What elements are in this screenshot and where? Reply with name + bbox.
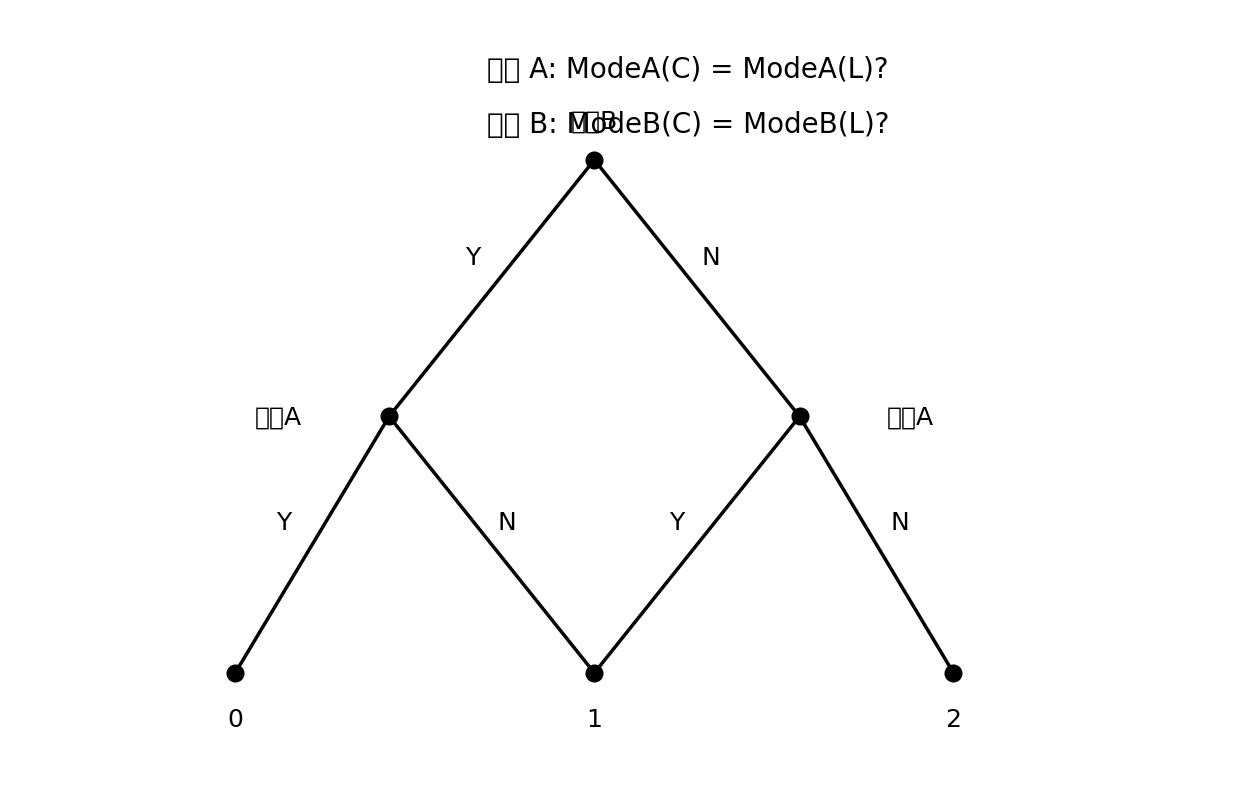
Text: 测试A: 测试A [254, 405, 301, 429]
Text: Y: Y [277, 510, 291, 534]
Text: N: N [890, 510, 909, 534]
Text: Y: Y [668, 510, 684, 534]
Text: 2: 2 [945, 707, 961, 732]
Text: 测试A: 测试A [887, 405, 934, 429]
Text: 测试 B: ModeB(C) = ModeB(L)?: 测试 B: ModeB(C) = ModeB(L)? [487, 112, 889, 139]
Text: N: N [497, 510, 517, 534]
Text: N: N [702, 246, 720, 270]
Text: 0: 0 [227, 707, 243, 732]
Text: 1: 1 [587, 707, 603, 732]
Text: 测试B: 测试B [570, 110, 618, 134]
Text: Y: Y [465, 246, 480, 270]
Text: 测试 A: ModeA(C) = ModeA(L)?: 测试 A: ModeA(C) = ModeA(L)? [487, 56, 889, 84]
